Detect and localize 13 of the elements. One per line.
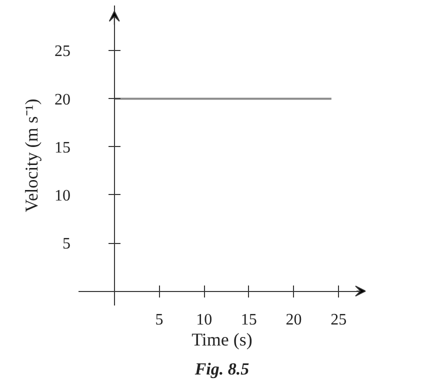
caption: Fig. 8.5 (194, 360, 250, 378)
x-tick-label: 15 (240, 312, 257, 328)
x-tick-label: 10 (196, 312, 212, 328)
y-tick-label: 20 (54, 91, 70, 108)
y-tick-label: 15 (54, 139, 70, 156)
x-tick-label: 25 (330, 312, 347, 328)
x-tick-label: 20 (286, 312, 302, 328)
x-tick-label: 5 (155, 312, 164, 328)
y-tick-label: 10 (54, 187, 70, 204)
y-tick-label: 5 (62, 236, 70, 252)
y-tick-label: 25 (54, 43, 70, 60)
x-axis-title: Time (s) (192, 330, 252, 350)
y-axis-title: Velocity (m s⁻¹) (22, 98, 42, 212)
